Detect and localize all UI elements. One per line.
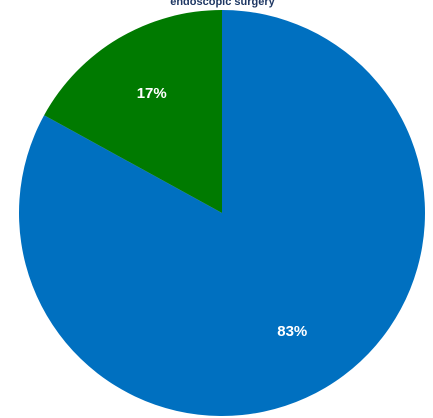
pie-slice-0 [18, 10, 425, 416]
pie-slice-1 [44, 10, 223, 213]
chart-title: endoscopic surgery [170, 0, 275, 8]
slice-data-label-0: 83% [277, 323, 307, 340]
slice-data-label-1: 17% [137, 85, 167, 102]
